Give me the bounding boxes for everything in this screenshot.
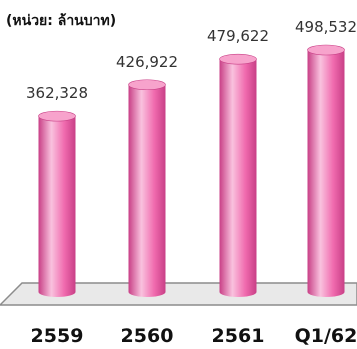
bar-top [219, 53, 257, 65]
value-label: 498,532 [295, 18, 357, 36]
bar-body [38, 116, 76, 297]
bar-top [307, 44, 345, 56]
value-label: 479,622 [207, 27, 269, 45]
value-label: 426,922 [116, 53, 178, 71]
bar-q1-62 [307, 44, 345, 297]
unit-label: (หน่วย: ล้านบาท) [6, 13, 117, 29]
value-label: 362,328 [26, 84, 88, 102]
bar-top [38, 110, 76, 122]
bar-body [307, 50, 345, 297]
bar-2560 [128, 79, 166, 297]
bar-body [128, 84, 166, 297]
category-label: 2561 [212, 325, 265, 347]
bar-2559 [38, 110, 76, 297]
bar-body [219, 59, 257, 298]
bar-2561 [219, 53, 257, 298]
category-label: 2559 [31, 325, 84, 347]
bar-top [128, 79, 166, 91]
category-label: 2560 [121, 325, 174, 347]
category-label: Q1/62 [295, 325, 357, 347]
chart-floor [0, 282, 357, 306]
